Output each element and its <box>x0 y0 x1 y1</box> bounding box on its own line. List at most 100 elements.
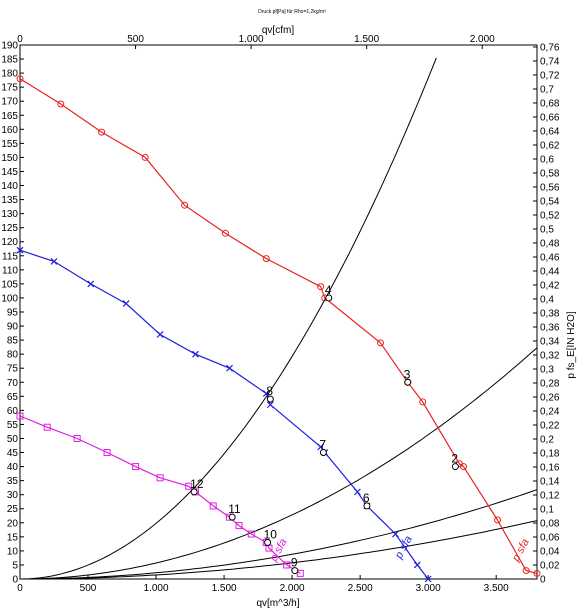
operating-point <box>190 488 198 496</box>
axes: 0510152025303540455055606570758085909510… <box>1 34 560 594</box>
data-point <box>132 463 140 471</box>
operating-point <box>264 538 272 546</box>
y2-tick-label: 0,38 <box>540 308 560 319</box>
y2-tick-label: 0,72 <box>540 70 560 81</box>
y-tick-label: 140 <box>1 181 18 192</box>
y-tick-label: 25 <box>7 504 19 515</box>
data-point <box>16 412 24 420</box>
y-tick-label: 165 <box>1 111 18 122</box>
y-tick-label: 150 <box>1 153 18 164</box>
y2-tick-label: 0,3 <box>540 364 554 375</box>
operating-point-label: 3 <box>404 367 411 381</box>
x2-tick-label: 2.000 <box>470 34 495 45</box>
data-point <box>262 390 270 397</box>
operating-point <box>291 567 299 575</box>
y-tick-label: 105 <box>1 279 18 290</box>
y2-tick-label: 0,52 <box>540 210 560 221</box>
data-point <box>43 423 51 431</box>
data-point <box>247 530 255 538</box>
x2-tick-label: 1.000 <box>239 34 264 45</box>
data-point <box>419 398 427 406</box>
data-point <box>353 488 361 496</box>
x2-tick-label: 500 <box>127 34 144 45</box>
system-curve <box>19 57 437 580</box>
operating-point <box>228 513 236 521</box>
data-point <box>87 280 95 288</box>
y-tick-label: 85 <box>7 336 19 347</box>
operating-point-label: 6 <box>363 491 370 505</box>
fan-curve-line <box>19 415 301 574</box>
y2-tick-label: 0,4 <box>540 294 554 305</box>
y2-tick-label: 0,44 <box>540 266 560 277</box>
data-point <box>413 561 421 569</box>
y-tick-label: 125 <box>1 223 18 234</box>
y2-tick-label: 0,2 <box>540 434 554 445</box>
y-tick-label: 20 <box>7 518 19 529</box>
x-axis-label: qv[m^3/h] <box>256 598 299 609</box>
operating-point-label: 4 <box>325 283 332 297</box>
x-tick-label: 3.500 <box>484 583 509 594</box>
y2-tick-label: 0,16 <box>540 462 560 473</box>
y-tick-label: 115 <box>2 251 18 262</box>
data-point <box>522 567 530 575</box>
data-point <box>73 434 81 442</box>
data-point <box>317 283 325 291</box>
fan-curve-line <box>19 249 429 580</box>
operating-point <box>319 449 327 457</box>
operating-point <box>266 395 274 403</box>
data-point <box>424 575 432 583</box>
plot-frame <box>19 44 538 580</box>
data-point <box>141 153 149 161</box>
data-point <box>16 246 24 254</box>
y-tick-label: 90 <box>7 322 19 333</box>
y-tick-label: 190 <box>1 41 18 52</box>
y-tick-label: 70 <box>7 378 19 389</box>
data-point <box>103 449 111 457</box>
y2-tick-label: 0,76 <box>540 42 560 53</box>
y2-tick-label: 0,32 <box>540 350 560 361</box>
y2-tick-label: 0,36 <box>540 322 560 333</box>
y2-tick-label: 0,02 <box>540 560 560 571</box>
y2-tick-label: 0,5 <box>540 224 554 235</box>
y2-tick-label: 0,64 <box>540 126 560 137</box>
y-tick-label: 0 <box>12 575 18 586</box>
y2-tick-label: 0,04 <box>540 546 560 557</box>
y2-tick-label: 0,62 <box>540 140 560 151</box>
data-point <box>460 463 468 471</box>
y2-tick-label: 0,12 <box>540 490 560 501</box>
operating-point-label: 7 <box>319 438 326 452</box>
data-point <box>57 100 65 108</box>
y2-tick-label: 0,74 <box>540 56 560 67</box>
operating-point-label: 10 <box>264 527 278 541</box>
y2-tick-label: 0,6 <box>540 154 554 165</box>
y2-tick-label: 0,7 <box>540 84 554 95</box>
data-point <box>185 482 193 490</box>
markers <box>16 75 541 583</box>
y-tick-label: 30 <box>7 490 19 501</box>
data-point <box>494 516 502 524</box>
y2-tick-label: 0,54 <box>540 196 560 207</box>
curve-end-label: p sfa <box>510 537 532 565</box>
y2-axis-label: p fs_E[IN H2O] <box>566 311 577 378</box>
y2-tick-label: 0,34 <box>540 336 560 347</box>
y-tick-label: 80 <box>7 350 19 361</box>
data-point <box>122 300 130 307</box>
x2-tick-label: 0 <box>17 34 23 45</box>
operating-point-label: 11 <box>228 502 241 516</box>
y-tick-label: 50 <box>7 434 19 445</box>
y2-tick-label: 0,58 <box>540 168 560 179</box>
y-tick-label: 95 <box>7 308 19 319</box>
y2-tick-label: 0,26 <box>540 392 560 403</box>
y-tick-label: 130 <box>1 209 18 220</box>
data-point <box>50 257 58 265</box>
operating-point <box>404 378 412 386</box>
operating-point-label: 8 <box>266 384 273 398</box>
operating-point <box>451 463 459 471</box>
operating-point-label: 9 <box>291 556 298 570</box>
data-point <box>16 75 24 83</box>
y-tick-label: 45 <box>7 448 19 459</box>
x-tick-label: 2.000 <box>280 583 305 594</box>
x-tick-label: 0 <box>17 583 23 594</box>
y2-tick-label: 0,14 <box>540 476 560 487</box>
y-tick-label: 180 <box>1 69 18 80</box>
